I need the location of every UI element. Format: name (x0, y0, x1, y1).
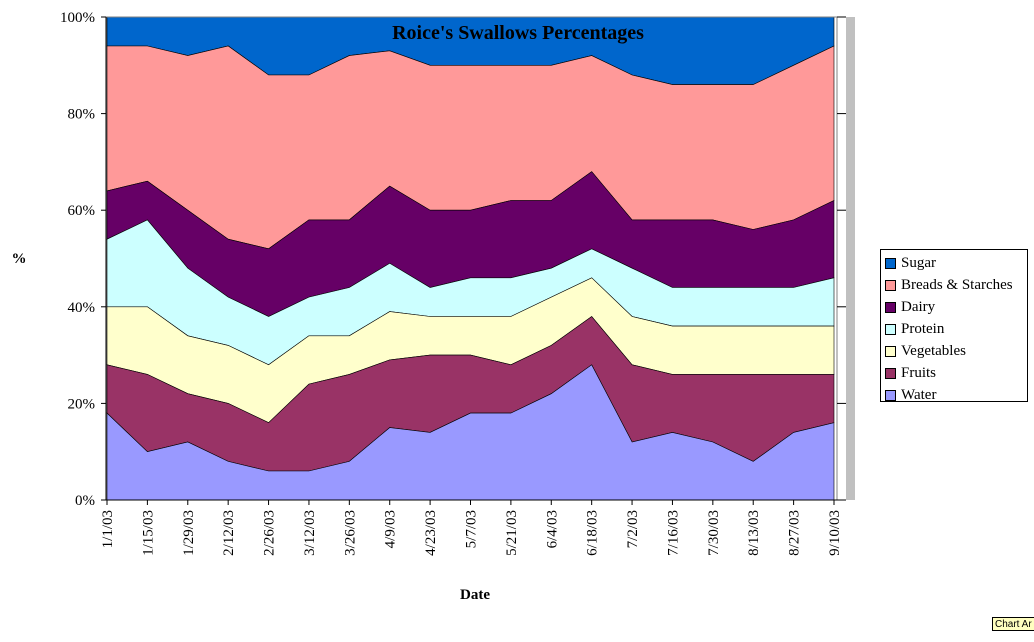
x-tick-label: 3/12/03 (302, 510, 318, 556)
x-tick-label: 4/9/03 (383, 510, 399, 548)
y-tick-label: 0% (75, 493, 95, 509)
legend-swatch (885, 257, 896, 269)
x-tick-label: 1/29/03 (181, 510, 197, 556)
legend-item: Protein (885, 318, 1023, 340)
x-tick-label: 5/21/03 (504, 510, 520, 556)
x-tick-label: 3/26/03 (342, 510, 358, 556)
legend-label: Vegetables (901, 342, 966, 359)
legend-item: Water (885, 384, 1023, 406)
x-tick-label: 4/23/03 (423, 510, 439, 556)
legend: Sugar Breads & Starches Dairy Protein Vegeta… (880, 249, 1028, 403)
x-tick-label: 2/12/03 (221, 510, 237, 556)
x-tick-label: 8/27/03 (787, 510, 803, 556)
x-tick-label: 8/13/03 (746, 510, 762, 556)
chart-title: Roice's Swallows Percentages (392, 22, 644, 44)
y-tick-label: 20% (68, 396, 96, 412)
legend-item: Breads & Starches (885, 274, 1023, 296)
chart-area-tooltip: Chart Ar (992, 617, 1034, 631)
x-tick-label: 7/30/03 (706, 510, 722, 556)
legend-item: Dairy (885, 296, 1023, 318)
legend-label: Breads & Starches (901, 276, 1013, 293)
y-tick-label: 60% (68, 203, 96, 219)
y-tick-label: 80% (68, 107, 96, 123)
x-tick-label: 2/26/03 (262, 510, 278, 556)
x-tick-label: 5/7/03 (464, 510, 480, 548)
legend-swatch (885, 301, 896, 313)
legend-swatch (885, 389, 896, 401)
legend-item: Vegetables (885, 340, 1023, 362)
legend-swatch (885, 345, 896, 357)
y-axis-title: % (12, 251, 27, 267)
plot-right-margin (846, 17, 855, 500)
legend-label: Dairy (901, 298, 936, 315)
x-tick-label: 9/10/03 (827, 510, 843, 556)
legend-label: Water (901, 386, 937, 403)
gridlines (837, 16, 846, 501)
x-tick-label: 6/4/03 (544, 510, 560, 548)
x-tick-label: 6/18/03 (585, 510, 601, 556)
y-tick-label: 40% (68, 300, 96, 316)
x-axis: 1/1/03 1/15/03 1/29/03 2/12/03 2/26/03 3/12/0… (100, 499, 846, 556)
x-tick-label: 1/15/03 (140, 510, 156, 556)
legend-label: Protein (901, 320, 945, 337)
x-tick-label: 7/16/03 (665, 510, 681, 556)
legend-swatch (885, 323, 896, 335)
legend-label: Sugar (901, 254, 936, 271)
x-tick-label: 7/2/03 (625, 510, 641, 548)
legend-item: Sugar (885, 252, 1023, 274)
legend-swatch (885, 367, 896, 379)
legend-swatch (885, 279, 896, 291)
legend-item: Fruits (885, 362, 1023, 384)
plot-area (105, 16, 838, 501)
legend-label: Fruits (901, 364, 937, 381)
y-axis: 0% 20% 40% 60% 80% 100% (60, 10, 107, 509)
x-axis-title: Date (460, 587, 490, 603)
y-tick-label: 100% (60, 10, 95, 26)
x-tick-label: 1/1/03 (100, 510, 116, 548)
